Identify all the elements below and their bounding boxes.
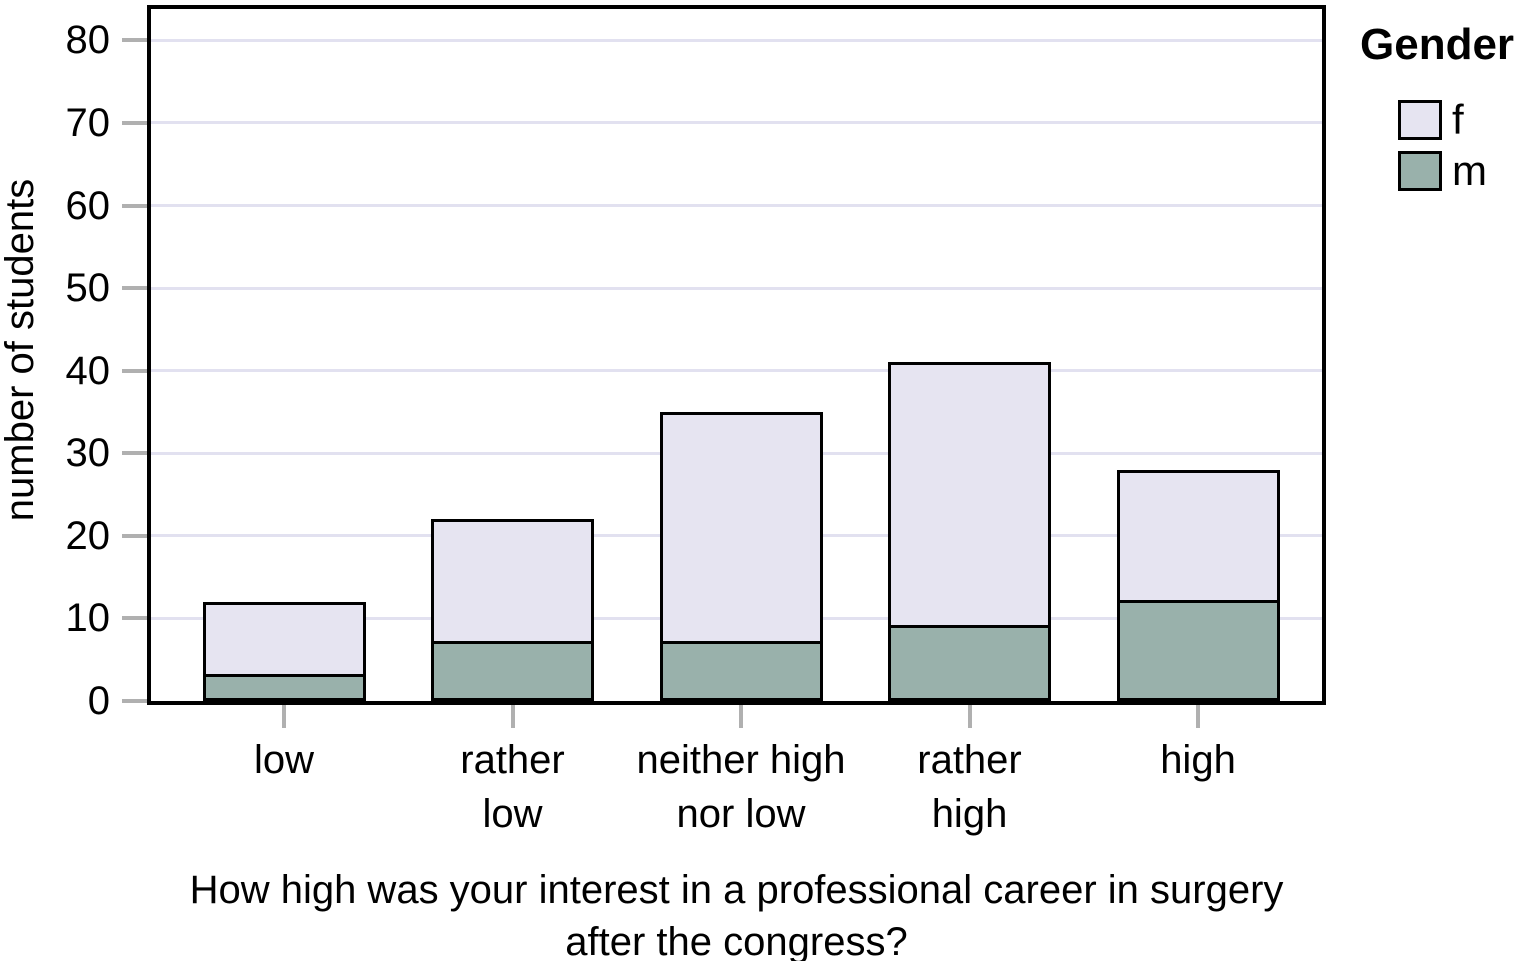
x-tick-label-rather-low: rather low	[460, 738, 565, 836]
bar-segment-m-high	[1119, 599, 1277, 698]
y-tick	[122, 38, 147, 43]
bar-neither-high-nor-low	[659, 411, 823, 701]
bar-segment-m-rather-low	[434, 641, 591, 698]
x-tick	[739, 705, 743, 728]
gridline	[151, 38, 1322, 42]
x-axis-caption-line1: How high was your interest in a professi…	[189, 868, 1284, 912]
y-tick-label: 80	[65, 18, 111, 63]
x-tick	[510, 705, 515, 728]
y-tick-label: 10	[65, 596, 111, 641]
bar-segment-m-rather-high	[891, 624, 1048, 698]
bar-low	[202, 601, 366, 701]
legend-item-m: m	[1398, 145, 1514, 196]
bar-rather-low	[431, 519, 594, 701]
gridline	[151, 204, 1322, 208]
x-tick-label-rather-high: rather high	[917, 738, 1022, 836]
y-tick-label: 60	[65, 183, 111, 228]
y-tick	[122, 533, 147, 538]
y-tick-label: 0	[87, 679, 110, 723]
gridline	[151, 369, 1322, 373]
legend-item-f: f	[1398, 94, 1514, 145]
bar-segment-m-neither-high-nor-low	[662, 641, 820, 698]
legend-swatch-f	[1398, 99, 1442, 140]
x-tick	[1196, 705, 1200, 728]
bar-high	[1116, 469, 1280, 701]
y-tick-label: 20	[65, 513, 111, 558]
x-tick-label-low: low	[253, 738, 315, 782]
legend-item-label: f	[1452, 95, 1464, 143]
y-tick	[122, 120, 147, 125]
y-tick-label: 50	[65, 266, 111, 311]
y-tick-label: 30	[65, 431, 111, 476]
bar-segment-m-low	[205, 674, 363, 698]
y-tick	[122, 616, 147, 621]
x-axis-caption: How high was your interest in a professi…	[147, 864, 1326, 961]
y-tick	[122, 451, 147, 456]
legend-swatch-m	[1398, 150, 1442, 191]
x-tick	[967, 705, 972, 728]
plot-area	[147, 5, 1326, 705]
y-tick	[122, 286, 147, 291]
y-tick	[122, 203, 147, 208]
legend-item-label: m	[1452, 146, 1487, 194]
y-tick	[122, 368, 147, 373]
x-axis-caption-line2: after the congress?	[565, 920, 908, 961]
legend-title: Gender	[1360, 20, 1515, 69]
x-tick-label-high: high	[1160, 738, 1236, 782]
x-tick	[282, 705, 286, 728]
x-tick-label-neither-high-nor-low: neither high nor low	[636, 738, 846, 836]
gridline	[151, 286, 1322, 290]
y-tick-label: 70	[65, 100, 111, 145]
gridline	[151, 121, 1322, 125]
y-tick-label: 40	[65, 348, 111, 393]
y-tick	[122, 699, 147, 703]
bar-rather-high	[888, 362, 1051, 701]
